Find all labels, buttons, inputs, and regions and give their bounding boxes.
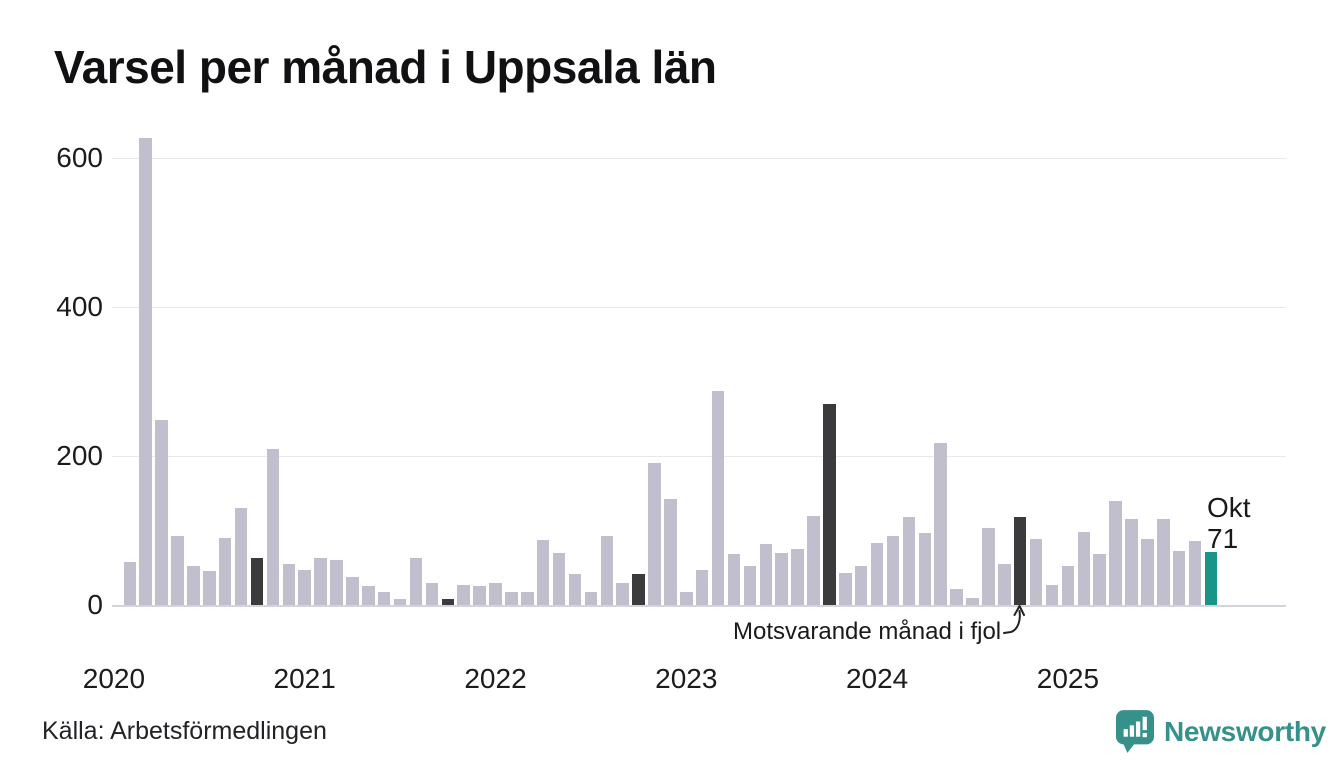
bar <box>473 586 486 605</box>
bar <box>1109 500 1122 605</box>
bar <box>123 561 137 605</box>
x-tick-label: 2025 <box>1036 663 1100 694</box>
y-tick-label: 0 <box>87 589 103 620</box>
bar <box>155 420 168 605</box>
gridline <box>112 456 1286 457</box>
bar <box>616 582 629 605</box>
brand-icon <box>1116 710 1154 753</box>
bar <box>489 582 502 605</box>
y-tick-label: 200 <box>56 440 103 471</box>
bar <box>234 508 248 605</box>
bar <box>966 598 979 605</box>
brand-name: Newsworthy <box>1164 715 1326 747</box>
bar <box>950 588 963 605</box>
bar <box>1077 531 1091 605</box>
bar <box>377 591 391 605</box>
x-tick-label: 2023 <box>655 663 718 694</box>
gridline <box>112 307 1286 308</box>
bar <box>409 558 423 605</box>
bar <box>1061 565 1075 605</box>
bar <box>1141 539 1154 605</box>
bar <box>505 591 518 605</box>
bar <box>457 584 470 605</box>
annotation-label: Motsvarande månad i fjol <box>733 618 1002 645</box>
bar <box>584 591 598 605</box>
bar <box>870 543 884 605</box>
y-tick-label: 400 <box>56 291 103 322</box>
bar <box>982 528 995 605</box>
bar <box>934 442 947 605</box>
bar <box>680 591 693 605</box>
bar <box>711 391 725 605</box>
bar <box>759 543 773 605</box>
bar <box>807 515 820 605</box>
bar <box>393 599 407 605</box>
bar-prior-year-month <box>632 573 645 605</box>
bar <box>775 552 788 605</box>
x-tick-label: 2022 <box>464 663 527 694</box>
bar <box>1172 550 1186 605</box>
bar <box>664 499 677 605</box>
bar <box>203 571 216 605</box>
current-bar-label: Okt 71 <box>1207 492 1251 554</box>
chart-title: Varsel per månad i Uppsala län <box>54 41 717 93</box>
bar <box>187 565 200 605</box>
bar <box>314 558 327 605</box>
bar <box>346 577 359 605</box>
bar <box>886 535 900 605</box>
bar <box>536 540 550 605</box>
bar <box>1188 540 1202 605</box>
x-tick-label: 2024 <box>845 663 909 694</box>
bar-prior-year-month <box>250 558 264 605</box>
bar <box>791 549 804 605</box>
bar <box>362 586 375 605</box>
y-tick-label: 600 <box>56 142 103 173</box>
bar <box>425 582 439 605</box>
axis-baseline <box>112 605 1286 607</box>
bar <box>648 463 661 605</box>
gridline <box>112 158 1286 159</box>
bar <box>1045 584 1059 605</box>
bar-prior-year-month <box>441 599 455 605</box>
bar <box>1093 554 1106 605</box>
source-text: Källa: Arbetsförmedlingen <box>42 717 327 745</box>
x-tick-label: 2020 <box>82 663 146 694</box>
bar-prior-year-month <box>1013 517 1027 605</box>
current-bar-value: 71 <box>1207 523 1239 554</box>
bar <box>139 137 152 605</box>
bar <box>695 569 709 605</box>
bar <box>998 564 1011 605</box>
bar <box>743 565 757 605</box>
bar <box>839 572 852 605</box>
bar <box>918 532 932 605</box>
bar <box>854 566 868 605</box>
bar <box>1157 519 1170 605</box>
bar-current <box>1204 552 1218 605</box>
bar <box>1125 519 1138 605</box>
current-bar-month: Okt <box>1207 492 1251 523</box>
bar <box>521 591 534 605</box>
bar <box>298 569 311 605</box>
brand-logo: Newsworthy <box>1116 710 1326 753</box>
bar <box>600 536 614 605</box>
bar <box>727 554 741 605</box>
bar <box>171 536 184 605</box>
bar <box>330 560 343 605</box>
bar <box>552 552 566 605</box>
bar-prior-year-month <box>823 403 836 605</box>
bar <box>1029 539 1043 605</box>
bar <box>902 517 916 605</box>
x-tick-label: 2021 <box>273 663 336 694</box>
bar <box>568 573 582 605</box>
bar <box>282 564 296 605</box>
bar <box>266 448 280 605</box>
bar <box>218 537 232 605</box>
